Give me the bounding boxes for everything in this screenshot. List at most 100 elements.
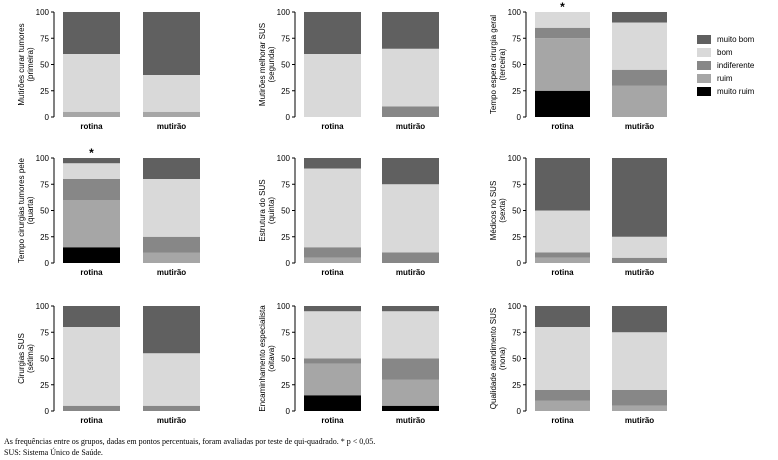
bar-segment: [63, 54, 120, 112]
y-axis-label-line: Tempo espera cirurgia geral: [489, 15, 498, 114]
x-tick-label: mutirão: [157, 416, 186, 425]
bar-segment: [612, 236, 667, 258]
bar-segment: [143, 12, 200, 75]
bar-segment: [535, 12, 590, 28]
bar-segment: [382, 184, 439, 253]
y-tick-label: 75: [512, 328, 521, 337]
y-axis-label: Cirurgias SUS(sétima): [17, 333, 35, 384]
bar-segment: [304, 311, 361, 359]
y-tick-label: 50: [40, 61, 49, 70]
bar-segment: [63, 158, 120, 164]
y-tick-label: 25: [512, 233, 521, 242]
y-tick-label: 0: [286, 259, 291, 268]
legend-item: ruim: [697, 72, 754, 84]
chart-panel: 0 25 50 75 100 rotina mutirão Médicos no SUS(se…: [489, 154, 667, 277]
y-axis-label-line: Estrutura do SUS: [258, 179, 267, 241]
bar-segment: [535, 210, 590, 253]
y-tick-label: 100: [277, 8, 291, 17]
bar-segment: [382, 106, 439, 117]
bar-segment: [535, 306, 590, 327]
bar-segment: [612, 158, 667, 237]
bar-segment: [535, 390, 590, 401]
bar-segment: [382, 252, 439, 263]
bar-segment: [304, 54, 361, 117]
bar-segment: [612, 405, 667, 411]
bar-segment: [612, 306, 667, 333]
y-tick-label: 100: [36, 154, 50, 163]
y-axis-label: Médicos no SUS(sexta): [489, 181, 507, 241]
bar-segment: [143, 75, 200, 112]
y-tick-label: 75: [512, 34, 521, 43]
y-tick-label: 50: [40, 207, 49, 216]
bar-segment: [382, 405, 439, 411]
bar-segment: [63, 200, 120, 248]
legend-swatch: [697, 60, 711, 70]
bar-segment: [143, 111, 200, 117]
bar-segment: [63, 111, 120, 117]
bar-segment: [535, 400, 590, 411]
bar-segment: [382, 158, 439, 185]
y-tick-label: 25: [40, 87, 49, 96]
y-tick-label: 25: [512, 381, 521, 390]
legend-label: muito ruim: [717, 86, 755, 96]
y-tick-label: 100: [277, 154, 291, 163]
x-tick-label: rotina: [551, 416, 574, 425]
legend-swatch: [697, 86, 711, 96]
y-axis-label-line: Tempo cirurgias tumores pele: [17, 157, 26, 262]
y-axis-label-line: (nona): [498, 347, 507, 370]
chart-panel: 0 25 50 75 100 rotina mutirão * Tempo cirurgias …: [17, 146, 200, 277]
chart-panel: 0 25 50 75 100 rotina mutirão Mutirões curar tu…: [17, 8, 200, 131]
bar-segment: [535, 257, 590, 263]
bar-segment: [612, 12, 667, 23]
y-tick-label: 0: [286, 407, 291, 416]
y-tick-label: 50: [512, 61, 521, 70]
y-tick-label: 0: [286, 113, 291, 122]
y-axis-label-line: Mutirões melhorar SUS: [258, 23, 267, 106]
bar-segment: [612, 85, 667, 117]
y-tick-label: 100: [277, 302, 291, 311]
y-tick-label: 0: [45, 113, 50, 122]
bar-segment: [382, 379, 439, 406]
bar-segment: [304, 168, 361, 248]
chart-panel: 0 25 50 75 100 rotina mutirão Estrutura do SUS(…: [258, 154, 439, 277]
bar-segment: [382, 311, 439, 359]
y-tick-label: 25: [40, 233, 49, 242]
x-tick-label: mutirão: [396, 416, 425, 425]
bar-segment: [304, 257, 361, 263]
y-axis-label-line: Encaminhamento especialista: [258, 305, 267, 412]
y-axis-label: Mutirões melhorar SUS(segunda): [258, 23, 276, 106]
bar-segment: [63, 405, 120, 411]
y-tick-label: 50: [281, 61, 290, 70]
y-axis-label: Mutirões curar tumores(primeira): [17, 23, 35, 105]
bar-segment: [304, 358, 361, 364]
legend-label: indiferente: [717, 60, 755, 70]
bar-segment: [63, 306, 120, 327]
bar-segment: [304, 12, 361, 54]
bar-segment: [143, 179, 200, 237]
y-tick-label: 25: [512, 87, 521, 96]
footnote-statistics: As frequências entre os grupos, dadas em…: [4, 437, 376, 446]
bar-segment: [612, 332, 667, 390]
bar-segment: [143, 405, 200, 411]
x-tick-label: rotina: [80, 122, 103, 131]
chart-panel: 0 25 50 75 100 rotina mutirão Mutirões melhorar…: [258, 8, 439, 131]
y-tick-label: 25: [281, 381, 290, 390]
y-axis-label: Estrutura do SUS(quinta): [258, 179, 276, 241]
bar-segment: [612, 390, 667, 406]
y-axis-label-line: Mutirões curar tumores: [17, 23, 26, 105]
bar-segment: [612, 22, 667, 70]
y-axis-label-line: (primeira): [26, 47, 35, 82]
bar-segment: [63, 247, 120, 263]
x-tick-label: rotina: [321, 268, 344, 277]
bar-segment: [304, 395, 361, 411]
legend-swatch: [697, 47, 711, 57]
y-tick-label: 25: [281, 87, 290, 96]
bar-segment: [382, 48, 439, 107]
bar-segment: [535, 327, 590, 390]
y-axis-label-line: (quarta): [26, 196, 35, 224]
bar-segment: [143, 353, 200, 406]
y-axis-label-line: (terceira): [498, 48, 507, 80]
y-tick-label: 0: [517, 259, 522, 268]
bar-segment: [382, 358, 439, 380]
bar-segment: [304, 363, 361, 396]
